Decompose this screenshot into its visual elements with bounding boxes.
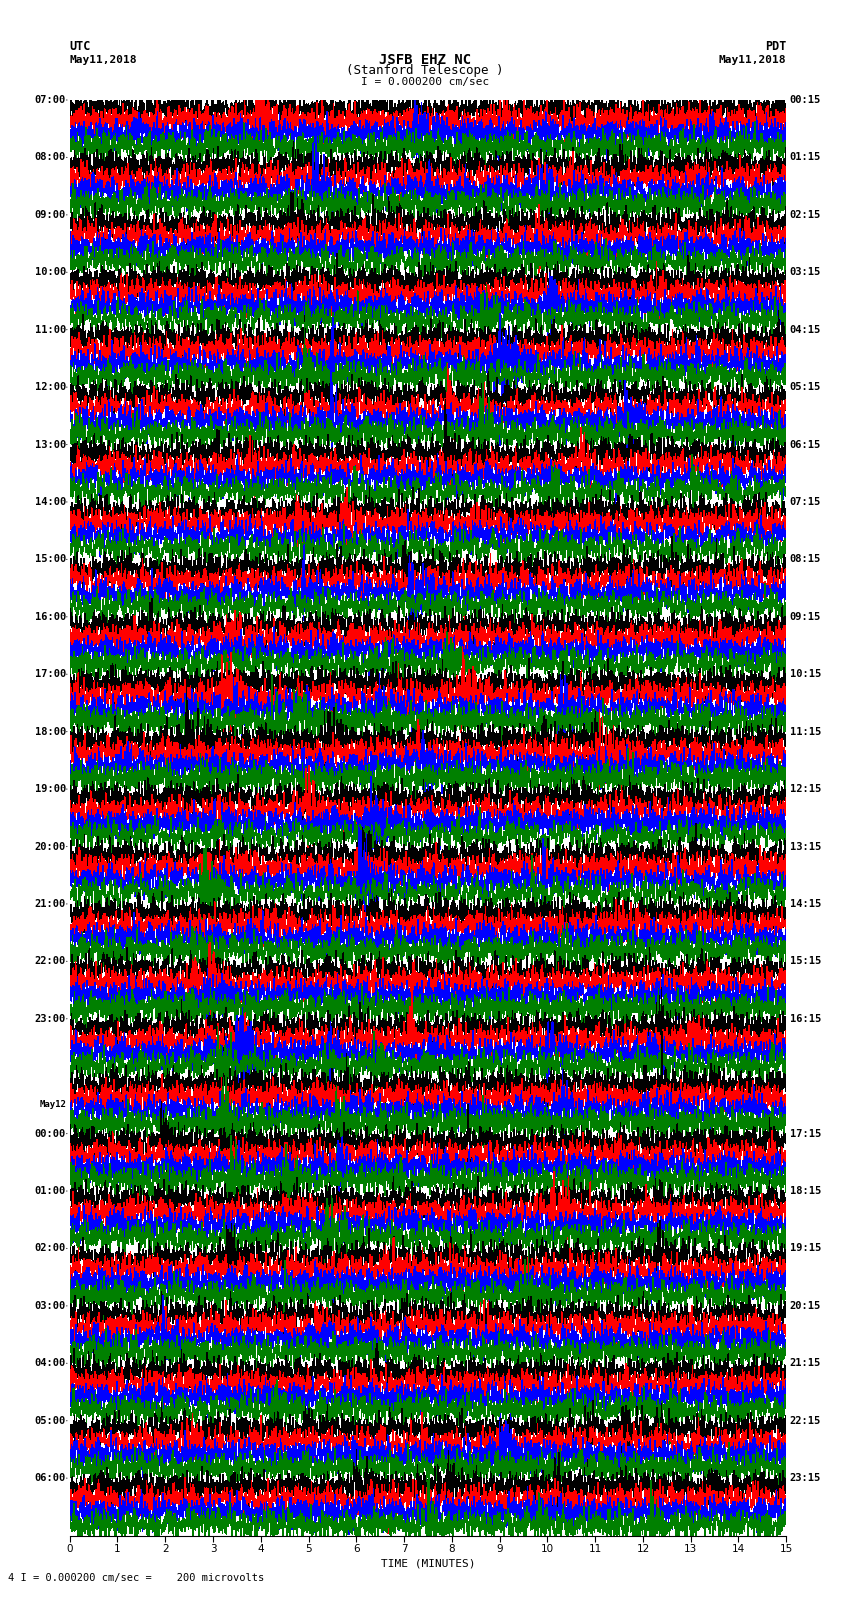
Text: 4 I = 0.000200 cm/sec =    200 microvolts: 4 I = 0.000200 cm/sec = 200 microvolts bbox=[8, 1573, 264, 1582]
Text: 20:00: 20:00 bbox=[35, 842, 66, 852]
Text: 05:00: 05:00 bbox=[35, 1416, 66, 1426]
Text: 15:15: 15:15 bbox=[790, 957, 821, 966]
Text: 23:15: 23:15 bbox=[790, 1473, 821, 1482]
Text: 07:15: 07:15 bbox=[790, 497, 821, 506]
Text: (Stanford Telescope ): (Stanford Telescope ) bbox=[346, 65, 504, 77]
Text: 02:15: 02:15 bbox=[790, 210, 821, 219]
Text: 13:00: 13:00 bbox=[35, 440, 66, 450]
Text: 10:00: 10:00 bbox=[35, 268, 66, 277]
Text: 19:15: 19:15 bbox=[790, 1244, 821, 1253]
Text: 04:15: 04:15 bbox=[790, 324, 821, 334]
Text: 22:15: 22:15 bbox=[790, 1416, 821, 1426]
Text: I = 0.000200 cm/sec: I = 0.000200 cm/sec bbox=[361, 77, 489, 87]
Text: 21:00: 21:00 bbox=[35, 898, 66, 908]
Text: 23:00: 23:00 bbox=[35, 1015, 66, 1024]
Text: 03:00: 03:00 bbox=[35, 1302, 66, 1311]
Text: May11,2018: May11,2018 bbox=[70, 55, 137, 65]
Text: 12:15: 12:15 bbox=[790, 784, 821, 794]
Text: 00:15: 00:15 bbox=[790, 95, 821, 105]
Text: 00:00: 00:00 bbox=[35, 1129, 66, 1139]
Text: 01:00: 01:00 bbox=[35, 1186, 66, 1195]
Text: May11,2018: May11,2018 bbox=[719, 55, 786, 65]
Text: 05:15: 05:15 bbox=[790, 382, 821, 392]
Text: 22:00: 22:00 bbox=[35, 957, 66, 966]
Text: 17:00: 17:00 bbox=[35, 669, 66, 679]
Text: 16:15: 16:15 bbox=[790, 1015, 821, 1024]
Text: 13:15: 13:15 bbox=[790, 842, 821, 852]
Text: 16:00: 16:00 bbox=[35, 611, 66, 621]
Text: 11:00: 11:00 bbox=[35, 324, 66, 334]
Text: UTC: UTC bbox=[70, 40, 91, 53]
Text: 06:15: 06:15 bbox=[790, 440, 821, 450]
Text: May12: May12 bbox=[39, 1100, 66, 1110]
Text: 02:00: 02:00 bbox=[35, 1244, 66, 1253]
Text: 21:15: 21:15 bbox=[790, 1358, 821, 1368]
Text: 18:15: 18:15 bbox=[790, 1186, 821, 1195]
Text: 09:15: 09:15 bbox=[790, 611, 821, 621]
Text: 01:15: 01:15 bbox=[790, 153, 821, 163]
Text: 08:15: 08:15 bbox=[790, 555, 821, 565]
Text: 18:00: 18:00 bbox=[35, 727, 66, 737]
Text: PDT: PDT bbox=[765, 40, 786, 53]
Text: 17:15: 17:15 bbox=[790, 1129, 821, 1139]
Text: 09:00: 09:00 bbox=[35, 210, 66, 219]
Text: 10:15: 10:15 bbox=[790, 669, 821, 679]
Text: 11:15: 11:15 bbox=[790, 727, 821, 737]
X-axis label: TIME (MINUTES): TIME (MINUTES) bbox=[381, 1558, 475, 1568]
Text: 08:00: 08:00 bbox=[35, 153, 66, 163]
Text: 14:15: 14:15 bbox=[790, 898, 821, 908]
Text: 04:00: 04:00 bbox=[35, 1358, 66, 1368]
Text: 03:15: 03:15 bbox=[790, 268, 821, 277]
Text: 15:00: 15:00 bbox=[35, 555, 66, 565]
Text: 07:00: 07:00 bbox=[35, 95, 66, 105]
Text: 19:00: 19:00 bbox=[35, 784, 66, 794]
Text: 14:00: 14:00 bbox=[35, 497, 66, 506]
Text: 20:15: 20:15 bbox=[790, 1302, 821, 1311]
Text: JSFB EHZ NC: JSFB EHZ NC bbox=[379, 53, 471, 66]
Text: 06:00: 06:00 bbox=[35, 1473, 66, 1482]
Text: 12:00: 12:00 bbox=[35, 382, 66, 392]
